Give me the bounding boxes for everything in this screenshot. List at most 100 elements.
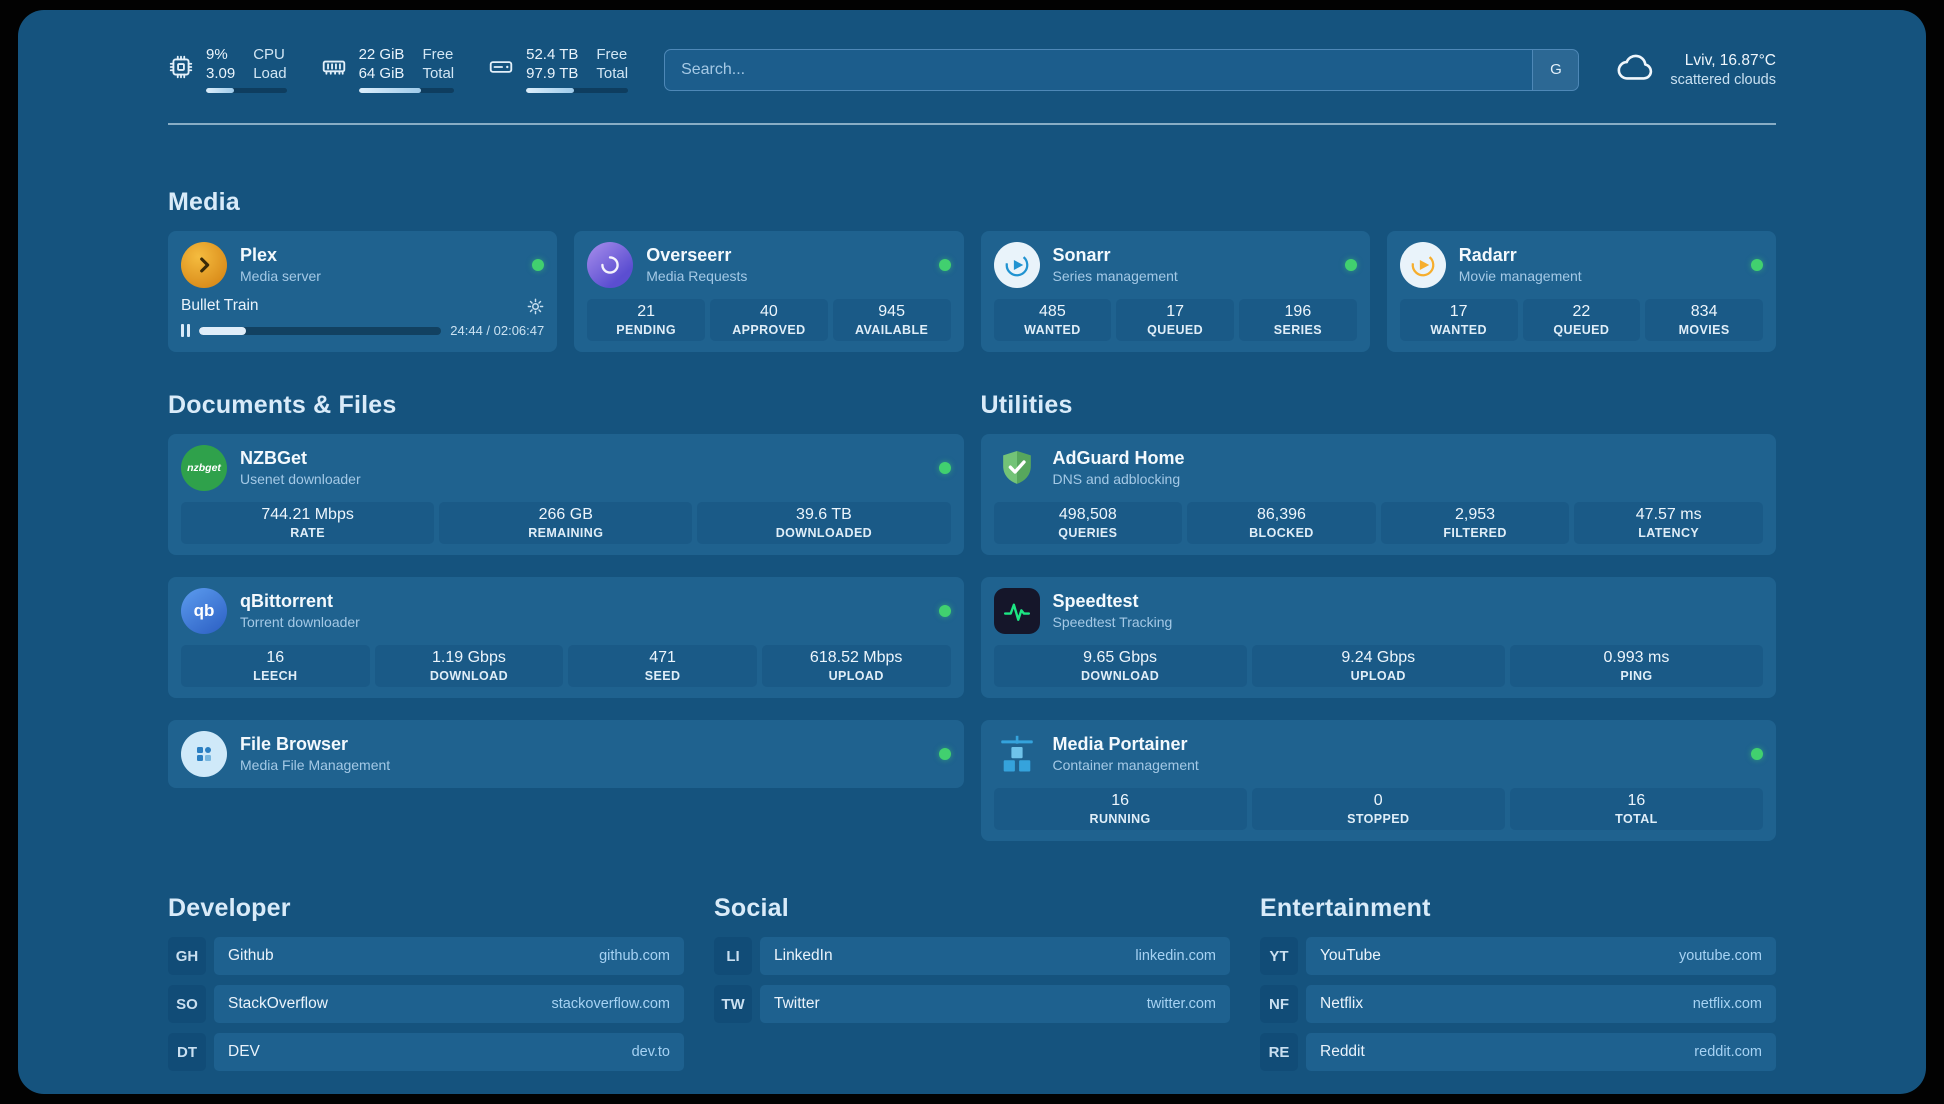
pause-button[interactable] (181, 324, 190, 337)
app-card-portainer[interactable]: Media Portainer Container management 16 … (980, 720, 1776, 841)
section-heading-documents: Documents & Files (168, 391, 397, 419)
stat-available: 945 AVAILABLE (832, 299, 951, 341)
app-subtitle: DNS and adblocking (1052, 471, 1181, 487)
status-online-dot (532, 259, 545, 271)
cpu-progress-bar (206, 88, 287, 93)
app-card-filebrowser[interactable]: File Browser Media File Management (168, 720, 964, 788)
stat-total: 16 TOTAL (1509, 788, 1764, 830)
weather-widget: Lviv, 16.87°C scattered clouds (1615, 46, 1776, 93)
link-twitter[interactable]: TW Twitter twitter.com (714, 985, 1230, 1023)
search-bar: G (664, 48, 1580, 91)
app-subtitle: Torrent downloader (240, 614, 360, 630)
stat-upload: 618.52 Mbps UPLOAD (761, 645, 951, 687)
disk-progress-bar (526, 88, 629, 93)
app-subtitle: Usenet downloader (240, 471, 361, 487)
ram-monitor: 22 GiB Free 64 GiB Total (321, 46, 455, 93)
app-card-sonarr[interactable]: Sonarr Series management 485 WANTED 17 Q… (980, 231, 1370, 352)
stat-queued: 17 QUEUED (1116, 299, 1234, 341)
app-title: Overseerr (646, 245, 732, 265)
stat-download: 1.19 Gbps DOWNLOAD (374, 645, 564, 687)
media-card-grid: Plex Media server Bullet Train (168, 231, 1776, 352)
search-input[interactable] (665, 60, 1533, 79)
app-title: Radarr (1458, 245, 1517, 265)
link-reddit[interactable]: RE Reddit reddit.com (1260, 1033, 1776, 1071)
app-title: Plex (240, 245, 278, 265)
stat-pending: 21 PENDING (587, 299, 705, 341)
link-dev[interactable]: DT DEV dev.to (168, 1033, 684, 1071)
disk-drive-icon (488, 54, 514, 85)
linkedin-icon: LI (714, 937, 752, 975)
disk-free-value: 52.4 TB (526, 46, 579, 63)
stat-rate: 744.21 Mbps RATE (181, 502, 435, 544)
link-netflix[interactable]: NF Netflix netflix.com (1260, 985, 1776, 1023)
app-card-radarr[interactable]: Radarr Movie management 17 WANTED 22 QUE… (1386, 231, 1776, 352)
top-bar: 9% CPU 3.09 Load (168, 46, 1776, 93)
app-subtitle: Container management (1052, 757, 1199, 773)
radarr-icon (1399, 242, 1446, 288)
section-heading-developer: Developer (168, 894, 291, 922)
app-card-nzbget[interactable]: nzbget NZBGet Usenet downloader 744.21 M… (168, 434, 964, 555)
status-online-dot (1751, 748, 1763, 760)
sonarr-icon (993, 242, 1040, 288)
twitter-icon: TW (714, 985, 752, 1023)
reddit-icon: RE (1260, 1033, 1298, 1071)
app-card-speedtest[interactable]: Speedtest Speedtest Tracking 9.65 Gbps D… (980, 577, 1776, 698)
dashboard-page: 9% CPU 3.09 Load (18, 10, 1926, 1094)
link-github[interactable]: GH Github github.com (168, 937, 684, 975)
link-youtube[interactable]: YT YouTube youtube.com (1260, 937, 1776, 975)
stat-remaining: 266 GB REMAINING (439, 502, 693, 544)
ram-free-label: Free (422, 46, 454, 63)
gear-icon[interactable] (527, 298, 544, 315)
link-linkedin[interactable]: LI LinkedIn linkedin.com (714, 937, 1230, 975)
stat-stopped: 0 STOPPED (1251, 788, 1505, 830)
ram-progress-bar (358, 88, 455, 93)
app-title: AdGuard Home (1052, 448, 1185, 468)
app-title: Media Portainer (1052, 734, 1188, 754)
app-card-overseerr[interactable]: Overseerr Media Requests 21 PENDING 40 A… (574, 231, 964, 352)
cpu-load-value: 3.09 (206, 65, 236, 82)
weather-location: Lviv, 16.87°C (1684, 51, 1776, 69)
social-links: Social LI LinkedIn linkedin.com TW Twitt… (714, 893, 1230, 1071)
playback-time: 24:44 / 02:06:47 (450, 323, 545, 338)
github-icon: GH (168, 937, 206, 975)
overseerr-icon (587, 242, 634, 288)
cpu-usage-value: 9% (206, 46, 228, 63)
section-heading-media: Media (168, 188, 240, 216)
section-heading-utilities: Utilities (980, 391, 1073, 419)
disk-total-label: Total (596, 65, 629, 82)
status-online-dot (938, 605, 951, 617)
nzbget-icon: nzbget (181, 445, 227, 491)
disk-monitor: 52.4 TB Free 97.9 TB Total (488, 46, 629, 93)
stat-latency: 47.57 ms LATENCY (1574, 502, 1763, 544)
status-online-dot (938, 748, 951, 760)
stat-series: 196 SERIES (1239, 299, 1357, 341)
stat-filtered: 2,953 FILTERED (1380, 502, 1570, 544)
ram-memory-icon (321, 54, 347, 85)
app-title: File Browser (240, 734, 349, 754)
dev-icon: DT (168, 1033, 206, 1071)
app-card-plex[interactable]: Plex Media server Bullet Train (168, 231, 558, 352)
speedtest-icon (993, 588, 1040, 634)
youtube-icon: YT (1260, 937, 1298, 975)
developer-links: Developer GH Github github.com SO StackO… (168, 893, 684, 1071)
app-card-adguard[interactable]: AdGuard Home DNS and adblocking 498,508 … (980, 434, 1776, 555)
section-heading-entertainment: Entertainment (1260, 894, 1431, 922)
app-title: Speedtest (1052, 591, 1139, 611)
status-online-dot (938, 259, 951, 271)
status-online-dot (1751, 259, 1763, 271)
cpu-chip-icon (168, 54, 194, 85)
stat-upload: 9.24 Gbps UPLOAD (1251, 645, 1505, 687)
app-card-qbittorrent[interactable]: qb qBittorrent Torrent downloader 16 LEE… (168, 577, 964, 698)
app-title: NZBGet (240, 448, 307, 468)
bookmark-sections: Developer GH Github github.com SO StackO… (168, 893, 1776, 1071)
playback-progress-bar[interactable] (199, 326, 442, 335)
disk-total-value: 97.9 TB (526, 65, 579, 82)
stat-leech: 16 LEECH (181, 645, 370, 687)
app-subtitle: Media Requests (646, 268, 748, 284)
stackoverflow-icon: SO (168, 985, 206, 1023)
search-engine-button[interactable]: G (1532, 49, 1579, 90)
app-title: Sonarr (1052, 245, 1111, 265)
utilities-column: Utilities (980, 390, 1776, 841)
plex-icon (181, 242, 227, 288)
link-stackoverflow[interactable]: SO StackOverflow stackoverflow.com (168, 985, 684, 1023)
